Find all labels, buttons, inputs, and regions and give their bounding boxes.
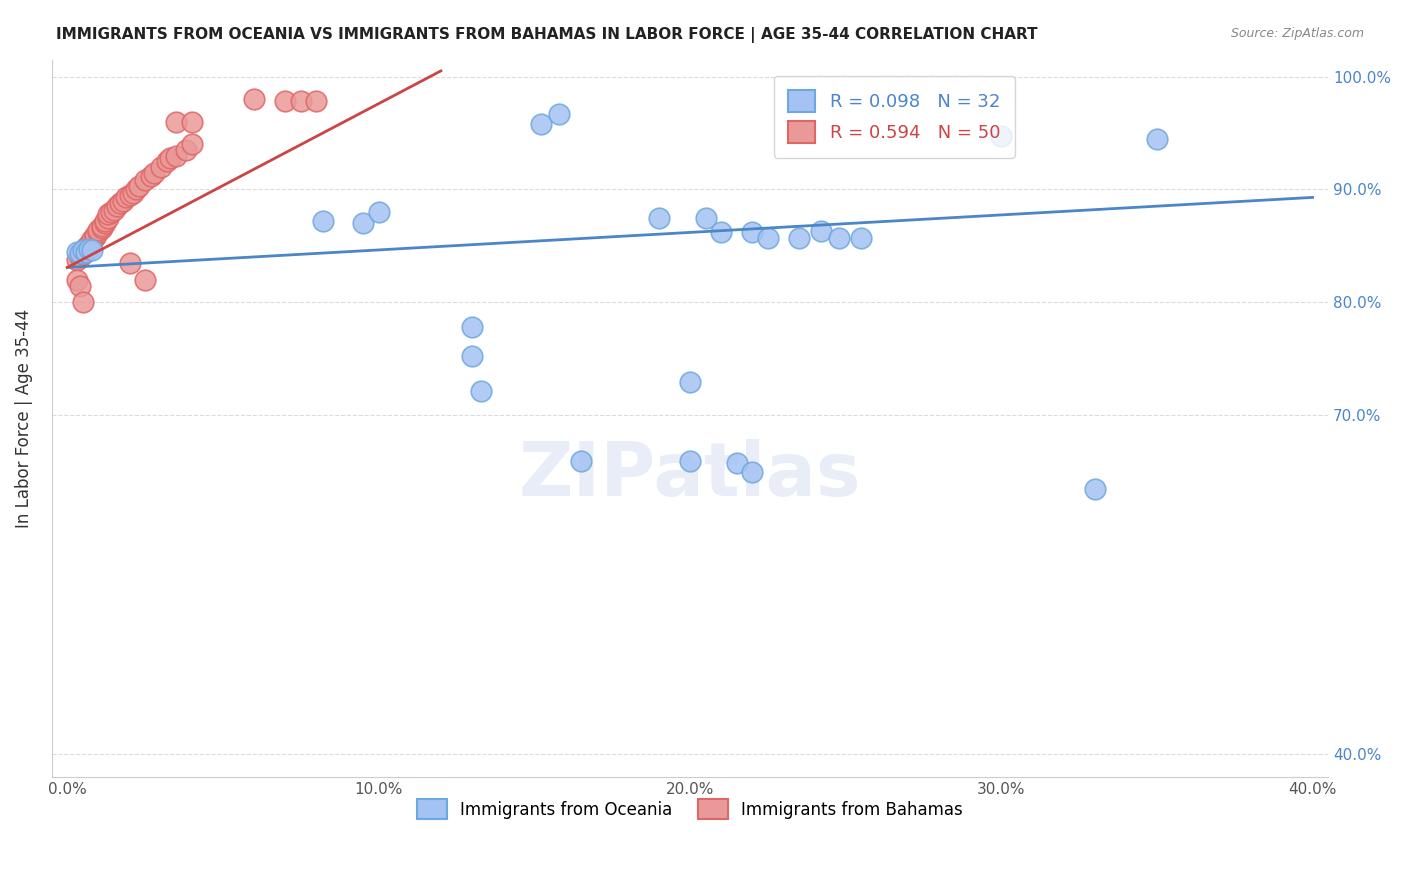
Point — [156, 154, 179, 169]
Point — [77, 243, 100, 257]
Point — [72, 244, 94, 259]
Point — [69, 278, 91, 293]
Point — [352, 216, 374, 230]
Point — [165, 148, 187, 162]
Point — [470, 384, 492, 398]
Point — [461, 320, 484, 334]
Point — [174, 143, 197, 157]
Point — [103, 202, 125, 217]
Point — [87, 226, 110, 240]
Point — [149, 160, 172, 174]
Point — [97, 211, 120, 225]
Point — [72, 247, 94, 261]
Point — [72, 244, 94, 258]
Point — [461, 349, 484, 363]
Point — [828, 231, 851, 245]
Point — [679, 453, 702, 467]
Point — [243, 92, 266, 106]
Point — [548, 107, 571, 121]
Point — [97, 207, 120, 221]
Point — [66, 252, 89, 267]
Point — [82, 244, 104, 258]
Point — [725, 456, 748, 470]
Point — [180, 114, 202, 128]
Point — [84, 227, 107, 242]
Point — [93, 216, 115, 230]
Point — [77, 236, 100, 251]
Text: ZIPatlas: ZIPatlas — [519, 439, 862, 512]
Point — [118, 256, 141, 270]
Point — [75, 244, 97, 259]
Point — [180, 137, 202, 152]
Point — [75, 240, 97, 254]
Point — [741, 226, 763, 240]
Point — [756, 231, 779, 245]
Point — [143, 165, 166, 179]
Point — [134, 173, 156, 187]
Point — [165, 114, 187, 128]
Point — [311, 214, 333, 228]
Point — [82, 235, 104, 249]
Point — [159, 151, 181, 165]
Point — [290, 95, 312, 109]
Point — [121, 186, 143, 200]
Point — [274, 95, 297, 109]
Point — [741, 465, 763, 479]
Point — [118, 188, 141, 202]
Legend: Immigrants from Oceania, Immigrants from Bahamas: Immigrants from Oceania, Immigrants from… — [411, 792, 970, 826]
Point — [695, 211, 717, 225]
Point — [115, 190, 138, 204]
Point — [84, 230, 107, 244]
Point — [66, 273, 89, 287]
Point — [710, 226, 733, 240]
Point — [141, 169, 163, 183]
Point — [100, 205, 122, 219]
Point — [1146, 131, 1168, 145]
Point — [105, 199, 128, 213]
Point — [787, 231, 810, 245]
Point — [134, 273, 156, 287]
Point — [569, 453, 592, 467]
Point — [75, 243, 97, 257]
Point — [87, 223, 110, 237]
Point — [82, 232, 104, 246]
Point — [810, 224, 832, 238]
Point — [648, 211, 671, 225]
Point — [125, 182, 148, 196]
Point — [112, 194, 135, 208]
Point — [90, 219, 112, 233]
Text: Source: ZipAtlas.com: Source: ZipAtlas.com — [1230, 27, 1364, 40]
Text: IMMIGRANTS FROM OCEANIA VS IMMIGRANTS FROM BAHAMAS IN LABOR FORCE | AGE 35-44 CO: IMMIGRANTS FROM OCEANIA VS IMMIGRANTS FR… — [56, 27, 1038, 43]
Point — [367, 205, 389, 219]
Point — [69, 245, 91, 260]
Point — [529, 117, 551, 131]
Point — [679, 375, 702, 389]
Point — [305, 95, 328, 109]
Point — [90, 220, 112, 235]
Point — [128, 179, 150, 194]
Point — [990, 129, 1012, 144]
Point — [1084, 482, 1107, 496]
Point — [93, 214, 115, 228]
Point — [69, 250, 91, 264]
Point — [110, 196, 132, 211]
Point — [77, 239, 100, 253]
Point — [849, 231, 872, 245]
Point — [72, 295, 94, 310]
Y-axis label: In Labor Force | Age 35-44: In Labor Force | Age 35-44 — [15, 309, 32, 528]
Point — [66, 244, 89, 259]
